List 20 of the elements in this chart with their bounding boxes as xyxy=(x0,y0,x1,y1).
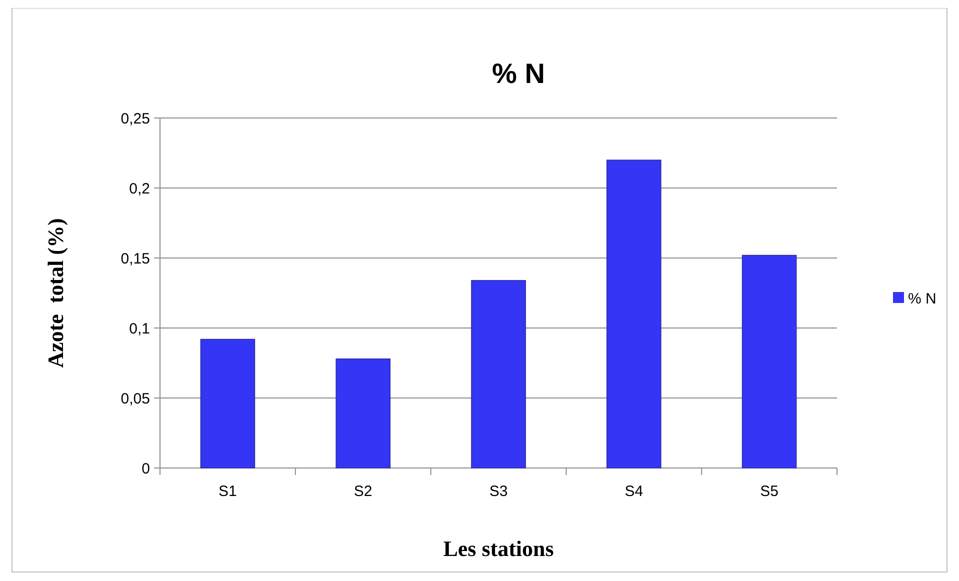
chart-title: % N xyxy=(492,58,545,89)
bar xyxy=(606,160,662,468)
x-tick-label: S3 xyxy=(489,483,508,500)
bar xyxy=(742,254,797,468)
x-tick-label: S5 xyxy=(760,483,778,500)
x-tick-label: S1 xyxy=(218,483,237,500)
bar xyxy=(200,338,256,468)
y-tick-label: 0,25 xyxy=(120,110,150,128)
x-tick-label: S4 xyxy=(624,483,644,500)
legend-label: % N xyxy=(908,290,936,308)
y-tick-label: 0,05 xyxy=(120,390,150,408)
y-axis-title: Azote total (%) xyxy=(43,218,68,368)
x-tick-label: S2 xyxy=(354,483,372,500)
x-axis-title: Les stations xyxy=(443,536,554,561)
bar xyxy=(336,358,390,468)
y-tick-label: 0,15 xyxy=(120,250,150,268)
y-tick-label: 0,1 xyxy=(129,320,150,338)
y-tick-label: 0 xyxy=(142,460,150,478)
bar xyxy=(471,280,526,468)
y-tick-label: 0,2 xyxy=(129,180,150,198)
